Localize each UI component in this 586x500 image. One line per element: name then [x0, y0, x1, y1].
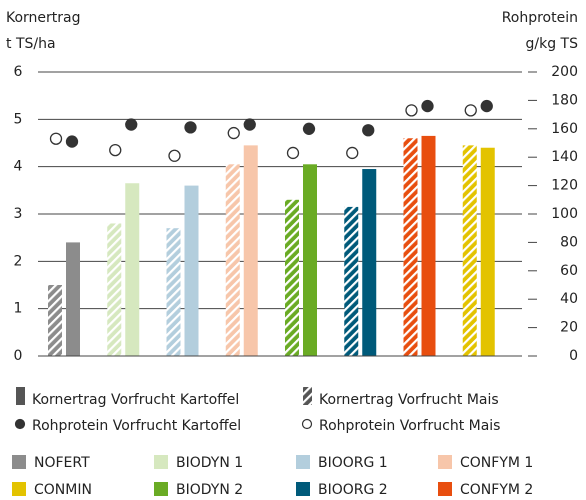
y2-tick-label: 40 — [560, 291, 578, 307]
legend-label: CONMIN — [34, 482, 92, 498]
y2-tick-label: 200 — [551, 64, 578, 80]
legend-label: BIOORG 2 — [318, 482, 388, 498]
point — [346, 146, 359, 160]
legend-label: Rohprotein Vorfrucht Kartoffel — [32, 418, 241, 434]
bar — [66, 242, 80, 356]
y-tick-label: 1 — [14, 301, 23, 317]
y2-tick-label: 140 — [551, 149, 578, 165]
bar — [480, 147, 495, 356]
y2-tick-label: 20 — [560, 320, 578, 336]
y-tick-label: 0 — [14, 348, 23, 364]
bar — [107, 223, 122, 356]
point — [227, 126, 240, 140]
legend-label: CONFYM 1 — [460, 455, 533, 471]
legend-label: Kornertrag Vorfrucht Mais — [319, 392, 499, 408]
y2-tick-label: 60 — [560, 263, 578, 279]
y-tick-label: 3 — [14, 206, 23, 222]
y2-tick-label: 160 — [551, 121, 578, 137]
legend-swatch — [12, 455, 26, 469]
legend-swatch — [438, 482, 452, 496]
bar — [225, 164, 240, 356]
point — [125, 118, 138, 131]
bar — [362, 169, 377, 356]
point — [184, 121, 197, 134]
legend-label: CONFYM 2 — [460, 482, 533, 498]
bar — [243, 145, 258, 356]
legend-label: BIOORG 1 — [318, 455, 388, 471]
point — [286, 146, 300, 160]
point — [464, 104, 477, 117]
bar — [166, 228, 181, 356]
point — [109, 143, 122, 157]
bar — [344, 206, 359, 356]
bar — [184, 185, 199, 356]
point — [49, 132, 63, 145]
y-tick-label: 5 — [14, 111, 23, 127]
y2-tick-label: 80 — [560, 234, 578, 250]
legend-swatch — [301, 418, 313, 430]
bar — [403, 138, 418, 356]
point — [362, 124, 375, 137]
bar — [48, 285, 62, 356]
legend-swatch — [438, 455, 452, 469]
point — [65, 135, 79, 148]
legend-label: BIODYN 2 — [176, 482, 243, 498]
legend-swatch — [296, 482, 310, 496]
point — [421, 99, 434, 113]
y2-axis-label: g/kg TS — [526, 36, 579, 52]
legend-swatch — [154, 482, 168, 496]
y2-axis-label: Rohprotein — [502, 10, 578, 26]
point — [302, 122, 316, 135]
legend-swatch — [154, 455, 168, 469]
point — [405, 104, 418, 117]
legend-swatch — [303, 387, 312, 405]
bar — [421, 135, 436, 356]
point — [243, 118, 256, 131]
legend-swatch — [12, 482, 26, 496]
y-tick-label: 4 — [14, 159, 23, 175]
legend-swatch — [296, 455, 310, 469]
bar — [462, 145, 477, 356]
bar — [303, 164, 317, 356]
y-tick-label: 6 — [14, 64, 23, 80]
y2-tick-label: 100 — [551, 206, 578, 222]
bar — [125, 183, 140, 356]
bar — [285, 199, 299, 356]
legend-label: Kornertrag Vorfrucht Kartoffel — [32, 392, 239, 408]
point — [480, 99, 493, 113]
y2-tick-label: 180 — [551, 92, 578, 108]
y-axis-label: t TS/ha — [6, 36, 56, 52]
legend-label: Rohprotein Vorfrucht Mais — [319, 418, 500, 434]
legend-label: NOFERT — [34, 455, 90, 471]
y-axis-label: Kornertrag — [6, 10, 81, 26]
y2-tick-label: 120 — [551, 178, 578, 194]
y2-tick-label: 0 — [569, 348, 578, 364]
legend-swatch — [14, 418, 26, 430]
point — [168, 149, 181, 162]
legend-swatch — [16, 387, 25, 405]
y-tick-label: 2 — [14, 253, 23, 269]
legend-label: BIODYN 1 — [176, 455, 243, 471]
